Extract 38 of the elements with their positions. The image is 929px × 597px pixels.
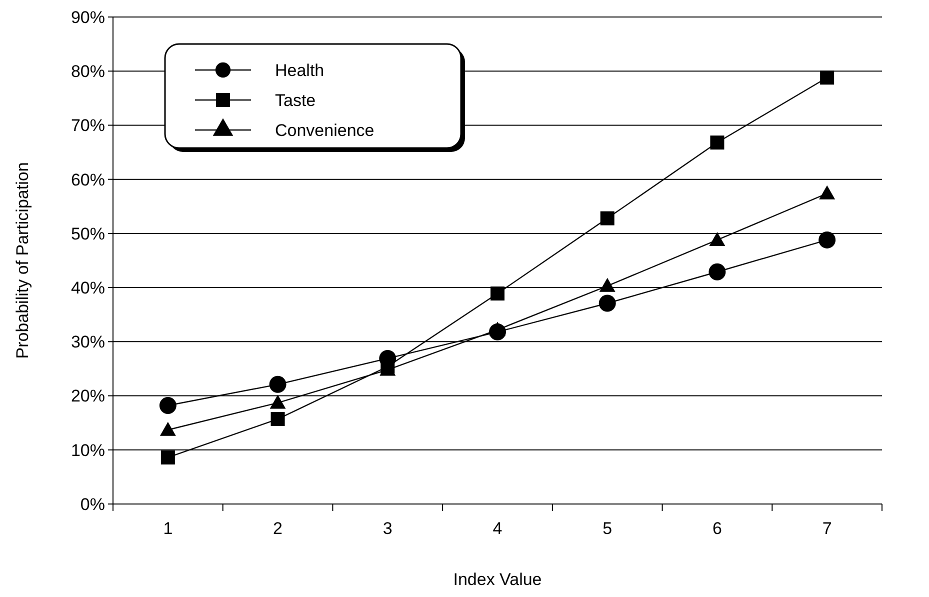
- point: [160, 450, 175, 464]
- x-tick-label: 5: [602, 519, 612, 538]
- x-tick-label: 2: [273, 519, 283, 538]
- y-tick-label: 80%: [70, 62, 105, 82]
- point: [820, 70, 834, 85]
- point: [708, 263, 726, 280]
- legend-label: Taste: [275, 90, 316, 110]
- y-tick-label: 40%: [70, 278, 105, 298]
- x-tick-label: 4: [492, 519, 502, 538]
- point: [490, 286, 504, 301]
- y-tick-label: 30%: [70, 332, 105, 352]
- point: [709, 232, 726, 246]
- y-tick-label: 20%: [70, 386, 105, 406]
- y-tick-label: 10%: [70, 440, 105, 460]
- point: [600, 211, 614, 226]
- point: [159, 397, 176, 414]
- point: [819, 185, 836, 200]
- x-axis-title: Index Value: [453, 570, 542, 589]
- point: [270, 394, 286, 409]
- y-tick-label: 90%: [70, 8, 105, 27]
- legend-label: Convenience: [275, 120, 374, 140]
- point: [598, 294, 616, 312]
- x-tick-label: 7: [822, 519, 832, 538]
- point: [710, 136, 724, 150]
- y-tick-label: 60%: [70, 170, 105, 190]
- point: [599, 278, 616, 292]
- x-tick-label: 6: [712, 519, 722, 538]
- point: [160, 422, 176, 436]
- legend-label: Health: [275, 60, 324, 80]
- y-tick-label: 50%: [70, 224, 105, 244]
- x-tick-label: 1: [163, 519, 173, 538]
- y-tick-label: 70%: [70, 116, 105, 136]
- y-tick-label: 0%: [80, 494, 105, 514]
- y-axis-title: Probability of Participation: [13, 162, 32, 359]
- x-tick-label: 3: [382, 519, 392, 538]
- point: [270, 412, 285, 426]
- point: [818, 231, 836, 248]
- point: [269, 376, 286, 393]
